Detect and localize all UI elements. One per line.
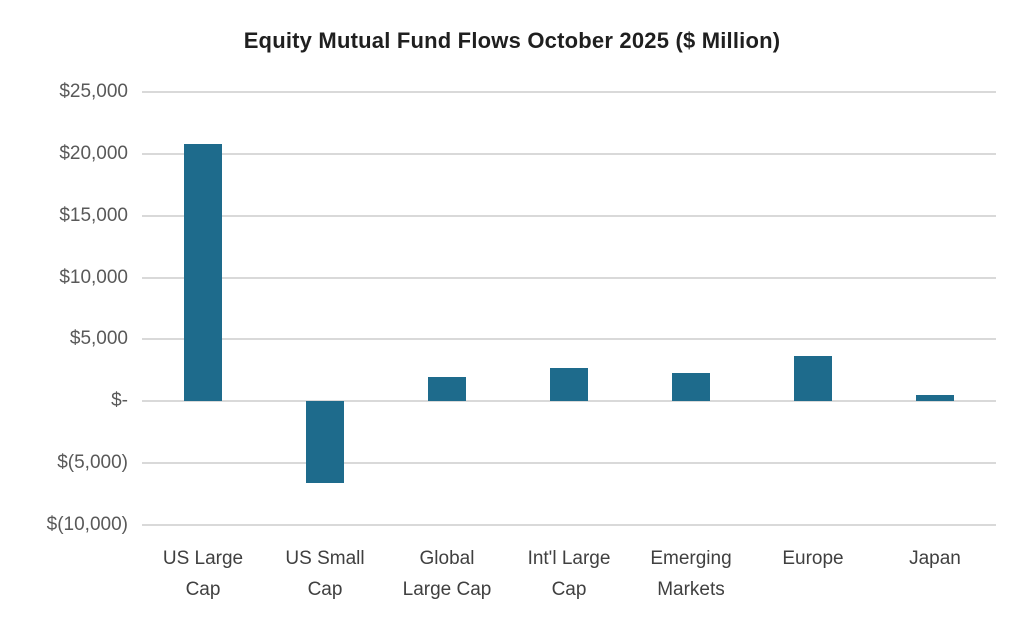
y-tick-label: $(5,000) bbox=[57, 452, 128, 474]
y-tick-label: $15,000 bbox=[59, 204, 128, 226]
x-tick-label-line: Large Cap bbox=[402, 579, 492, 600]
x-tick-label-line: Europe bbox=[782, 548, 844, 569]
bar-us-large-cap bbox=[184, 143, 222, 402]
plot-area bbox=[142, 91, 996, 526]
x-tick-label: Global Large Cap bbox=[377, 543, 517, 605]
x-tick-label: Japan bbox=[865, 543, 1005, 574]
gridline bbox=[142, 338, 996, 341]
bar-us-small-cap bbox=[306, 401, 344, 483]
bar-int-l-large-cap bbox=[550, 367, 588, 402]
y-tick-label: $10,000 bbox=[59, 266, 128, 288]
gridline bbox=[142, 400, 996, 403]
bar-global-large-cap bbox=[428, 376, 466, 402]
x-tick-label: US Large Cap bbox=[133, 543, 273, 605]
x-tick-label: US Small Cap bbox=[255, 543, 395, 605]
gridline bbox=[142, 276, 996, 279]
gridline bbox=[142, 214, 996, 217]
gridline bbox=[142, 152, 996, 155]
x-tick-label: Emerging Markets bbox=[621, 543, 761, 605]
bar-emerging-markets bbox=[672, 372, 710, 402]
x-axis-tick-labels: US Large Cap US Small Cap Global Large Cap Int… bbox=[142, 543, 996, 613]
x-tick-label-line: Global bbox=[419, 548, 475, 569]
gridline bbox=[142, 462, 996, 465]
y-tick-label: $25,000 bbox=[59, 81, 128, 102]
x-tick-label-line: Cap bbox=[551, 579, 587, 600]
gridline bbox=[142, 91, 996, 93]
x-tick-label-line: US Small bbox=[285, 548, 365, 569]
x-tick-label-line: Japan bbox=[909, 548, 961, 569]
bar-europe bbox=[794, 355, 832, 402]
y-tick-label: $20,000 bbox=[59, 142, 128, 164]
x-tick-label-line: Emerging bbox=[650, 548, 732, 569]
x-tick-label-line: Int'l Large bbox=[527, 548, 611, 569]
x-tick-label: Europe bbox=[743, 543, 883, 574]
chart-title: Equity Mutual Fund Flows October 2025 ($… bbox=[243, 28, 781, 53]
y-tick-label: $5,000 bbox=[69, 328, 128, 350]
bar-japan bbox=[916, 395, 954, 402]
y-tick-label: $- bbox=[111, 390, 128, 412]
x-tick-label: Int'l Large Cap bbox=[499, 543, 639, 605]
x-tick-label-line: US Large bbox=[162, 548, 244, 569]
y-tick-label: $(10,000) bbox=[46, 514, 128, 535]
x-tick-label-line: Cap bbox=[307, 579, 343, 600]
gridline bbox=[142, 524, 996, 526]
x-tick-label-line: Markets bbox=[657, 579, 725, 600]
x-tick-label-line: Cap bbox=[185, 579, 221, 600]
